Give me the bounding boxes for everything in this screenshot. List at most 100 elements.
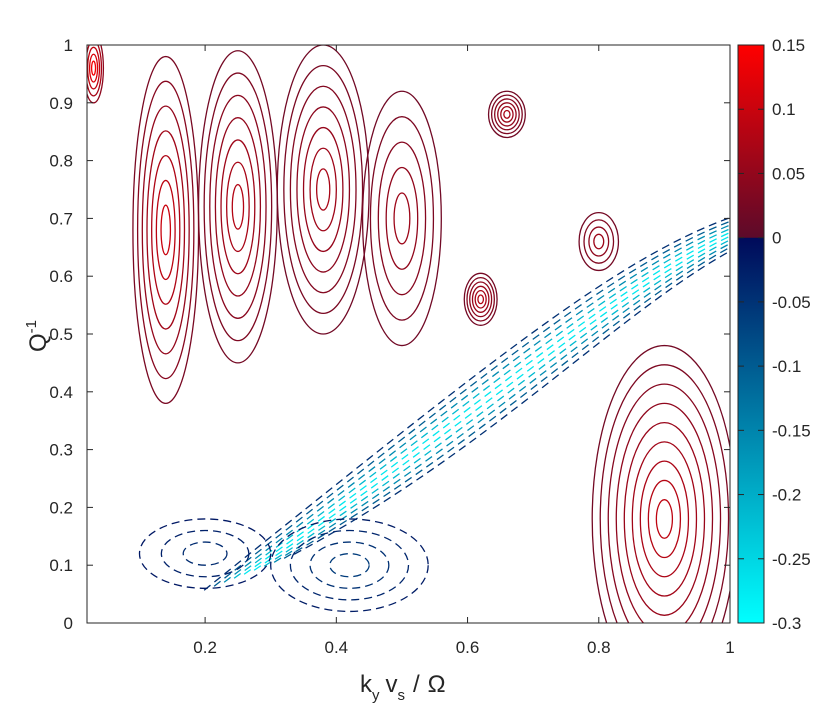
positive-contour-line xyxy=(463,272,498,326)
positive-contour-line xyxy=(151,154,181,305)
positive-contour-line xyxy=(160,204,172,256)
x-tick-label: 0.8 xyxy=(587,638,611,657)
positive-contour-line xyxy=(289,85,357,294)
positive-contour-line xyxy=(87,45,103,97)
positive-contour-line xyxy=(203,72,273,342)
positive-contour-line xyxy=(647,479,682,559)
positive-contour-line xyxy=(593,233,605,250)
positive-contour-line xyxy=(214,117,262,297)
contour-lines xyxy=(87,45,730,623)
y-tick-label: 0.4 xyxy=(49,383,73,402)
positive-contour-line xyxy=(87,45,105,104)
x-tick-label: 1 xyxy=(725,638,734,657)
positive-contour-line xyxy=(132,55,200,405)
negative-contour-line xyxy=(243,231,730,575)
positive-contour-line xyxy=(615,402,714,623)
positive-contour-line xyxy=(296,106,351,273)
y-tick-label: 0 xyxy=(64,614,73,633)
colorbar-tick-label: -0.3 xyxy=(772,614,801,633)
positive-contour-line xyxy=(474,289,487,309)
y-axis-ticks: 0 0.1 0.2 0.3 0.4 0.5 0.6 0.7 0.8 0.9 1 xyxy=(49,36,730,633)
negative-contour-line xyxy=(253,235,730,571)
positive-contour-line xyxy=(655,499,674,539)
positive-contour-line xyxy=(385,166,419,270)
y-tick-label: 0.2 xyxy=(49,498,73,517)
positive-contour-line xyxy=(639,460,690,578)
colorbar-tick-label: -0.2 xyxy=(772,486,801,505)
positive-contour-line xyxy=(471,285,490,313)
y-tick-label: 1 xyxy=(64,36,73,55)
positive-contour-line xyxy=(591,344,730,623)
positive-contour-line xyxy=(487,90,526,139)
negative-contour-line xyxy=(309,541,390,589)
colorbar-tick-label: 0.15 xyxy=(772,36,805,55)
positive-contour-line xyxy=(599,364,730,623)
y-tick-label: 0.5 xyxy=(49,325,73,344)
positive-contour-line xyxy=(90,60,97,76)
negative-contour-line xyxy=(273,243,730,563)
y-tick-label: 0.8 xyxy=(49,152,73,171)
colorbar-tick-label: -0.05 xyxy=(772,293,811,312)
positive-contour-line xyxy=(361,90,442,347)
positive-contour-line xyxy=(469,281,493,318)
x-axis-label: ky vs / Ω xyxy=(360,671,446,704)
positive-contour-line xyxy=(302,126,344,253)
positive-contour-line xyxy=(88,53,99,83)
negative-contour-line xyxy=(289,529,410,601)
positive-contour-line xyxy=(231,183,245,230)
y-tick-label: 0.6 xyxy=(49,267,73,286)
positive-contour-line xyxy=(583,219,615,264)
positive-contour-line xyxy=(87,46,101,90)
positive-contour-line xyxy=(209,94,267,319)
positive-contour-line xyxy=(369,116,435,321)
x-axis-ticks: 0.2 0.4 0.6 0.8 1 xyxy=(193,45,735,657)
negative-contour-line xyxy=(160,529,250,578)
colorbar-tick-label: 0.1 xyxy=(772,100,796,119)
positive-contour-line xyxy=(578,211,620,272)
positive-contour-line xyxy=(309,147,337,232)
positive-contour-line xyxy=(500,106,514,123)
positive-contour-line xyxy=(497,102,517,127)
negative-contour-line xyxy=(213,220,730,587)
y-tick-label: 0.7 xyxy=(49,209,73,228)
positive-contour-line xyxy=(220,139,256,275)
negative-contour-line xyxy=(329,552,370,578)
positive-contour-line xyxy=(226,161,250,253)
positive-contour-line xyxy=(283,64,364,315)
colorbar-ticks: 0.15 0.1 0.05 0 -0.05 -0.1 -0.15 -0.2 -0.25 -0.3 xyxy=(738,36,811,633)
negative-contour-line xyxy=(263,239,730,567)
negative-contour-line xyxy=(223,224,730,583)
positive-contour-line xyxy=(607,383,722,623)
y-axis-label: Q-1 xyxy=(23,320,52,352)
positive-contour-line xyxy=(588,226,610,257)
colorbar-tick-label: -0.1 xyxy=(772,357,801,376)
positive-contour-line xyxy=(315,168,331,211)
positive-contour-line xyxy=(276,45,370,335)
negative-contour-line xyxy=(293,250,730,555)
colorbar-tick-label: 0.05 xyxy=(772,164,805,183)
negative-contour-line xyxy=(283,246,730,559)
y-tick-label: 0.1 xyxy=(49,556,73,575)
positive-contour-line xyxy=(136,80,195,380)
y-tick-label: 0.3 xyxy=(49,441,73,460)
positive-contour-line xyxy=(146,130,186,330)
positive-contour-line xyxy=(490,94,523,135)
positive-contour-line xyxy=(494,98,520,131)
negative-contour-line xyxy=(138,518,272,589)
positive-contour-line xyxy=(466,276,495,322)
positive-contour-line xyxy=(377,141,427,296)
negative-contour-line xyxy=(270,518,429,613)
x-tick-label: 0.6 xyxy=(456,638,480,657)
colorbar-tick-label: -0.15 xyxy=(772,421,811,440)
positive-contour-line xyxy=(503,109,511,119)
y-tick-label: 0.9 xyxy=(49,94,73,113)
negative-contour-line xyxy=(203,217,730,591)
positive-contour-line xyxy=(393,192,411,245)
negative-contour-line xyxy=(182,541,228,566)
colorbar-tick-label: 0 xyxy=(772,229,781,248)
x-tick-label: 0.4 xyxy=(325,638,349,657)
positive-contour-line xyxy=(631,441,698,597)
colorbar xyxy=(737,44,765,624)
